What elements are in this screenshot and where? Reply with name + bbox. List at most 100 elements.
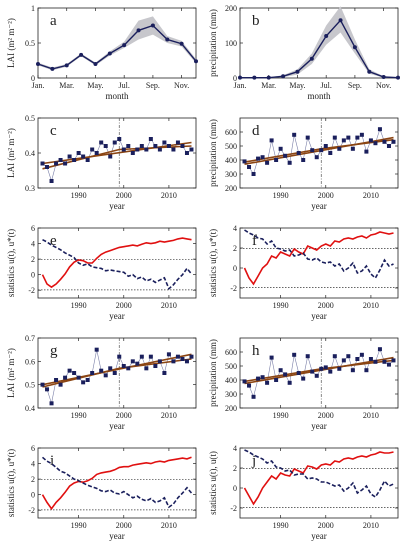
data-point	[122, 43, 127, 48]
x-tick-label: 2010	[363, 301, 379, 310]
y-tick-label: 200	[225, 4, 237, 13]
y-tick-label: 6	[31, 444, 35, 453]
data-point	[274, 378, 279, 382]
panel-h: 200 300 400 500 600 1990 2000 2010 year precipita…	[208, 337, 399, 431]
panel-i: -2 0 2 4 6 1990 2000 2010 year statistics u(t), u…	[6, 444, 197, 541]
x-tick-label: 2010	[363, 191, 379, 200]
data-point	[45, 387, 50, 392]
data-point	[346, 135, 351, 140]
data-point	[54, 161, 59, 166]
data-point	[381, 74, 386, 79]
y-tick-label: 300	[225, 390, 237, 399]
data-point	[112, 371, 117, 375]
y-axis-label: statistics u(t), u*(t)	[208, 229, 218, 297]
x-axis-label: year	[311, 311, 327, 321]
data-point	[305, 354, 310, 359]
data-point	[130, 359, 135, 364]
panel-b: 0 100 200 Jan. Mar. May. Jul. Sep. Nov. month prec…	[208, 4, 400, 101]
data-point	[242, 159, 247, 164]
y-tick-label: 0	[31, 491, 35, 500]
data-point	[58, 158, 63, 162]
data-point	[355, 135, 360, 140]
data-point	[305, 135, 310, 140]
data-point	[396, 75, 400, 80]
data-point	[90, 371, 95, 375]
u-series-line	[243, 451, 394, 506]
panel-label: i	[50, 453, 54, 469]
panel-g: 0.4 0.5 0.6 0.7 1990 2000 2010 year LAI (m² m⁻²)…	[6, 334, 197, 431]
data-point	[247, 165, 252, 169]
y-tick-label: 0.5	[25, 381, 35, 390]
data-point	[76, 151, 81, 155]
data-point	[386, 144, 391, 148]
y-axis-label: statistics u(t), u*(t)	[6, 449, 16, 517]
data-point	[179, 41, 184, 46]
y-tick-label: 0.4	[25, 404, 35, 413]
data-point	[367, 69, 372, 74]
ub-series-line	[244, 229, 394, 280]
data-point	[121, 364, 126, 368]
x-tick-label: May.	[87, 81, 103, 90]
data-point	[323, 365, 328, 370]
y-tick-label: 200	[225, 404, 237, 413]
data-point	[67, 154, 72, 159]
data-point	[135, 361, 140, 366]
x-tick-label: May.	[289, 81, 305, 90]
data-point	[355, 357, 360, 361]
y-tick-label: 600	[225, 128, 237, 137]
data-point	[310, 148, 315, 153]
ub-series-line	[42, 238, 193, 291]
x-tick-label: Mar.	[59, 81, 74, 90]
data-point	[49, 401, 54, 406]
data-point	[310, 369, 315, 374]
data-point	[184, 359, 189, 364]
x-axis-label: year	[311, 201, 327, 211]
data-point	[166, 144, 171, 148]
x-tick-label: Jan.	[234, 81, 247, 90]
panel-label: a	[50, 13, 57, 29]
y-tick-label: 0.5	[25, 114, 35, 123]
data-point	[341, 138, 346, 143]
data-point	[79, 52, 84, 57]
data-point	[382, 139, 387, 144]
data-point	[364, 368, 369, 373]
panel-label: g	[50, 343, 58, 359]
data-point	[58, 382, 63, 387]
y-tick-label: 0.3	[25, 184, 35, 193]
y-tick-label: 4	[31, 460, 35, 469]
x-tick-label: 1990	[71, 301, 87, 310]
plot-frame	[239, 117, 399, 189]
data-point	[54, 378, 59, 382]
data-point	[368, 138, 373, 143]
data-point	[171, 147, 176, 152]
y-tick-label: -2	[230, 284, 237, 293]
data-point	[136, 28, 141, 33]
data-point	[76, 375, 81, 380]
data-point	[139, 144, 144, 148]
data-point	[157, 359, 162, 364]
data-point	[252, 75, 257, 80]
data-point	[175, 140, 180, 145]
data-point	[283, 153, 288, 158]
data-point	[346, 354, 351, 359]
y-tick-label: 0	[233, 484, 237, 493]
data-point	[278, 146, 283, 151]
x-tick-label: 2010	[161, 301, 177, 310]
data-point	[274, 158, 279, 162]
data-point	[139, 354, 144, 359]
x-tick-label: 2010	[363, 411, 379, 420]
data-point	[373, 359, 378, 364]
data-point	[341, 358, 346, 363]
data-point	[171, 359, 176, 364]
data-point	[162, 371, 167, 375]
data-point	[184, 151, 189, 155]
u-series-line	[41, 456, 192, 511]
plot-frame	[239, 337, 399, 409]
x-tick-label: 2000	[116, 411, 132, 420]
data-point	[103, 144, 108, 148]
x-tick-label: 1990	[273, 301, 289, 310]
y-tick-label: -2	[230, 504, 237, 513]
y-tick-label: 1	[31, 4, 35, 13]
y-axis-label: precipitation (mm)	[208, 9, 218, 77]
data-point	[121, 147, 126, 152]
